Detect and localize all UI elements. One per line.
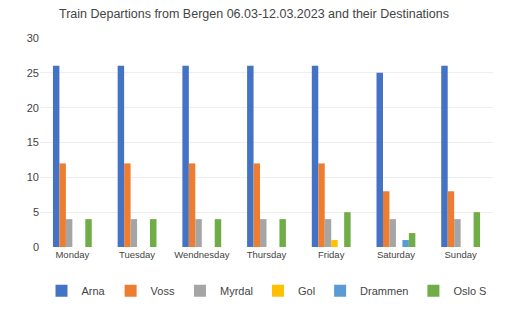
svg-text:10: 10 bbox=[27, 171, 39, 183]
svg-text:Tuesday: Tuesday bbox=[119, 249, 155, 260]
svg-text:25: 25 bbox=[27, 67, 39, 79]
svg-text:Voss: Voss bbox=[151, 285, 175, 297]
svg-text:Friday: Friday bbox=[318, 249, 345, 260]
svg-text:0: 0 bbox=[33, 241, 39, 253]
svg-text:5: 5 bbox=[33, 206, 39, 218]
svg-text:Drammen: Drammen bbox=[360, 285, 408, 297]
svg-text:Wendnesday: Wendnesday bbox=[174, 249, 230, 260]
svg-text:Gol: Gol bbox=[298, 285, 315, 297]
svg-text:Myrdal: Myrdal bbox=[220, 285, 253, 297]
svg-text:15: 15 bbox=[27, 136, 39, 148]
svg-text:Train Departions from Bergen 0: Train Departions from Bergen 06.03-12.03… bbox=[59, 7, 449, 21]
svg-text:Thursday: Thursday bbox=[247, 249, 287, 260]
svg-text:Saturday: Saturday bbox=[377, 249, 415, 260]
svg-text:30: 30 bbox=[27, 32, 39, 44]
svg-text:Oslo S: Oslo S bbox=[453, 285, 486, 297]
svg-text:Monday: Monday bbox=[55, 249, 89, 260]
svg-text:20: 20 bbox=[27, 102, 39, 114]
svg-text:Arna: Arna bbox=[82, 285, 106, 297]
svg-text:Sunday: Sunday bbox=[445, 249, 477, 260]
